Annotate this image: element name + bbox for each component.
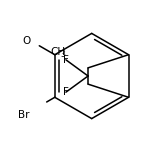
Text: 3: 3	[61, 50, 66, 59]
Text: F: F	[63, 87, 69, 97]
Text: CH: CH	[50, 47, 65, 57]
Text: F: F	[63, 55, 69, 65]
Text: O: O	[22, 36, 31, 46]
Text: Br: Br	[18, 110, 29, 120]
